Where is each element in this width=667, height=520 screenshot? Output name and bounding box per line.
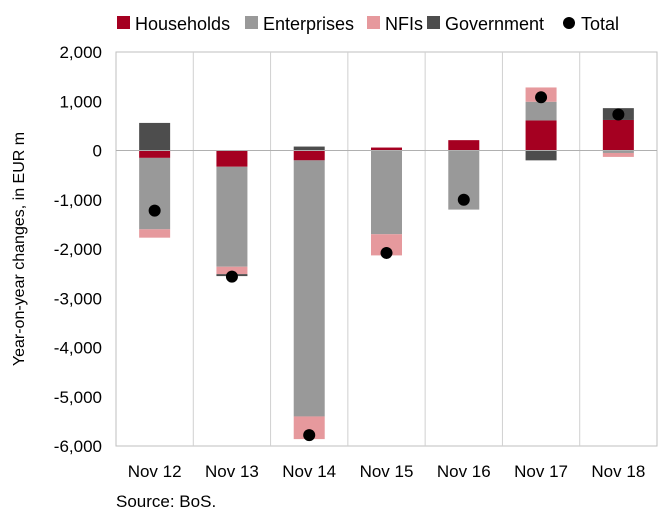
bar-government-nov-17 [525, 150, 557, 161]
y-tick-label: -1,000 [54, 191, 102, 210]
bar-government-nov-14 [293, 146, 325, 151]
legend-label: Government [445, 14, 544, 34]
bar-nfis-nov-12 [139, 229, 171, 238]
bar-households-nov-17 [525, 120, 557, 151]
source-note: Source: BoS. [116, 492, 217, 511]
legend-swatch-enterprises [245, 16, 258, 29]
bar-enterprises-nov-13 [216, 166, 248, 267]
chart-svg: 2,000 1,000 0 -1,000 -2,000 -3,000 -4,000 -5,00… [11, 14, 658, 481]
x-tick-label: Nov 16 [437, 462, 491, 481]
y-axis-label: Year-on-year changes, in EUR m [11, 132, 28, 366]
bar-enterprises-nov-17 [525, 101, 557, 121]
bar-enterprises-nov-18 [602, 150, 634, 153]
x-tick-label: Nov 14 [282, 462, 336, 481]
x-tick-label: Nov 15 [360, 462, 414, 481]
bar-enterprises-nov-12 [139, 157, 171, 230]
bar-government-nov-12 [139, 122, 171, 151]
legend-swatch-nfis [367, 16, 380, 29]
y-tick-label: -5,000 [54, 388, 102, 407]
legend-label: Total [581, 14, 619, 34]
x-tick-label: Nov 18 [591, 462, 645, 481]
bar-enterprises-nov-15 [371, 150, 402, 235]
bar-nfis-nov-14 [293, 416, 325, 440]
legend-label: Households [135, 14, 230, 34]
total-marker-nov-12 [148, 204, 161, 217]
legend-label: Enterprises [263, 14, 354, 34]
bar-enterprises-nov-14 [293, 160, 325, 417]
total-marker-nov-18 [612, 108, 625, 121]
y-tick-label: -3,000 [54, 289, 102, 308]
total-marker-nov-14 [303, 429, 316, 442]
total-marker-nov-17 [535, 91, 548, 104]
bar-households-nov-13 [216, 150, 248, 167]
bar-households-nov-15 [371, 147, 402, 151]
total-marker-nov-16 [457, 193, 470, 206]
y-tick-label: -2,000 [54, 240, 102, 259]
total-marker-nov-13 [225, 270, 238, 283]
bar-households-nov-18 [602, 119, 634, 151]
bar-nfis-nov-13 [216, 266, 248, 275]
plot-frame [115, 51, 658, 447]
legend-label: NFIs [385, 14, 423, 34]
x-tick-label: Nov 17 [514, 462, 568, 481]
bar-nfis-nov-18 [602, 152, 634, 157]
legend-swatch-total [563, 17, 575, 29]
bar-households-nov-16 [448, 140, 480, 151]
y-tick-label: 2,000 [59, 43, 102, 62]
total-marker-nov-15 [380, 246, 393, 259]
y-tick-label: -6,000 [54, 437, 102, 456]
legend-swatch-households [117, 16, 130, 29]
y-tick-label: -4,000 [54, 339, 102, 358]
x-tick-label: Nov 12 [128, 462, 182, 481]
x-tick-label: Nov 13 [205, 462, 259, 481]
bar-households-nov-14 [293, 150, 325, 161]
y-tick-label: 1,000 [59, 92, 102, 111]
legend-swatch-government [427, 16, 440, 29]
y-tick-label: 0 [93, 142, 102, 161]
bar-nfis-nov-15 [371, 234, 402, 256]
bar-households-nov-12 [139, 150, 171, 158]
